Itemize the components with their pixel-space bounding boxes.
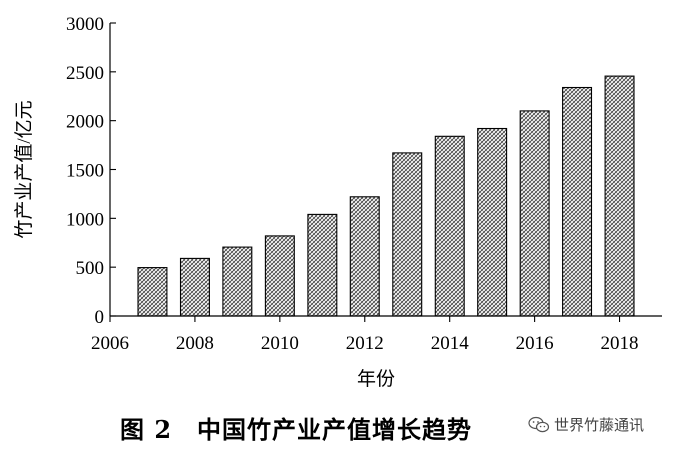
bar-2018 — [604, 75, 635, 317]
bar-chart: 0 500 1000 1500 2000 2500 3000 2006 2008 2010 201… — [13, 14, 662, 390]
y-tick-label: 2500 — [66, 63, 104, 84]
y-tick-label: 1500 — [66, 161, 104, 182]
bar-2014 — [434, 135, 465, 317]
bar-2007 — [137, 267, 168, 317]
wechat-icon — [528, 416, 550, 432]
bar-2017 — [562, 86, 593, 317]
bar-2013 — [392, 152, 423, 317]
bars-group — [137, 75, 635, 317]
x-tick-label: 2014 — [431, 333, 470, 354]
bar-2012 — [349, 196, 380, 317]
y-tick-label: 3000 — [66, 14, 104, 35]
x-tick-label: 2016 — [516, 333, 554, 354]
bar-2011 — [307, 213, 338, 317]
bar-2008 — [179, 257, 210, 317]
x-tick-label: 2010 — [261, 333, 299, 354]
y-axis-label: 竹产业产值/亿元 — [13, 100, 35, 238]
x-axis-label: 年份 — [357, 368, 395, 390]
x-ticks-group: 2006 2008 2010 2012 2014 2016 2018 — [91, 316, 639, 354]
bar-2009 — [222, 246, 253, 317]
watermark-text: 世界竹藤通讯 — [554, 416, 645, 434]
watermark: 世界竹藤通讯 — [528, 414, 644, 435]
bar-2010 — [264, 235, 295, 317]
y-ticks-group: 0 500 1000 1500 2000 2500 3000 — [66, 14, 116, 328]
y-tick-label: 500 — [76, 258, 105, 279]
y-tick-label: 0 — [95, 307, 105, 328]
bar-2015 — [477, 127, 508, 317]
caption-title: 图 2 中国竹产业产值增长趋势 — [120, 415, 473, 444]
x-tick-label: 2012 — [346, 333, 384, 354]
y-tick-label: 2000 — [66, 112, 104, 133]
x-tick-label: 2008 — [176, 333, 214, 354]
x-tick-label: 2018 — [601, 333, 639, 354]
figure-caption: 图 2 中国竹产业产值增长趋势 世界竹藤通讯 — [0, 404, 678, 450]
y-tick-label: 1000 — [66, 209, 104, 230]
bar-2016 — [519, 110, 550, 317]
x-tick-label: 2006 — [91, 333, 129, 354]
